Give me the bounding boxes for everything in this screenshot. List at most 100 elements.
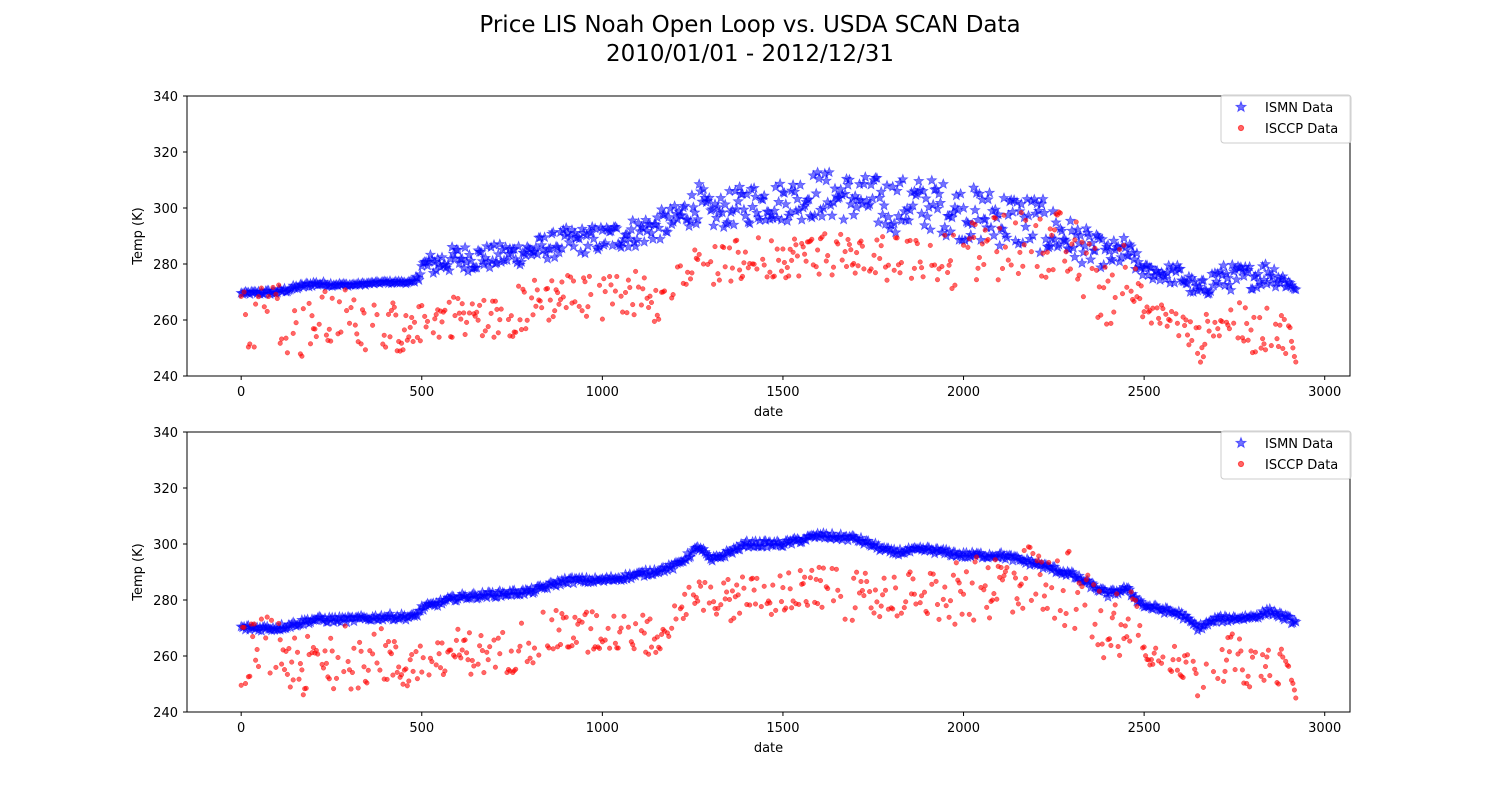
isccp-point — [822, 231, 828, 237]
isccp-point — [1160, 306, 1166, 312]
isccp-point — [1095, 642, 1101, 648]
isccp-point — [263, 635, 269, 641]
isccp-point — [882, 587, 889, 593]
isccp-point — [241, 289, 247, 295]
isccp-point — [370, 322, 376, 328]
isccp-point — [585, 649, 591, 655]
isccp-point — [641, 275, 647, 281]
isccp-point — [945, 269, 951, 276]
ismn-point — [808, 209, 821, 221]
isccp-point — [1052, 227, 1058, 233]
isccp-point — [960, 591, 967, 597]
isccp-point — [1219, 647, 1225, 653]
isccp-point — [557, 641, 564, 648]
isccp-point — [1124, 634, 1130, 640]
isccp-point — [299, 667, 305, 673]
ismn-point — [1076, 257, 1088, 269]
isccp-point — [547, 297, 553, 303]
isccp-point — [739, 273, 746, 279]
isccp-point — [1111, 309, 1117, 315]
ismn-point — [424, 248, 437, 260]
isccp-point — [523, 326, 529, 332]
isccp-point — [1291, 687, 1297, 693]
isccp-point — [1137, 623, 1143, 629]
y-tick-label: 260 — [153, 314, 178, 329]
isccp-point — [825, 253, 831, 259]
isccp-point — [1034, 263, 1040, 270]
ismn-point — [733, 180, 746, 192]
isccp-point — [713, 611, 720, 617]
isccp-point — [986, 615, 993, 621]
isccp-point — [407, 657, 413, 663]
isccp-point — [1251, 314, 1257, 320]
isccp-point — [692, 247, 698, 253]
isccp-point — [1222, 668, 1228, 674]
isccp-point — [423, 324, 429, 330]
ismn-point — [1267, 270, 1279, 282]
isccp-point — [1221, 678, 1227, 684]
ismn-point — [912, 175, 925, 187]
isccp-point — [1109, 272, 1115, 278]
isccp-point — [820, 565, 826, 571]
isccp-point — [1140, 314, 1146, 320]
isccp-point — [855, 263, 861, 269]
isccp-point — [403, 666, 409, 672]
isccp-point — [989, 597, 995, 603]
isccp-point — [254, 646, 260, 653]
isccp-point — [966, 611, 972, 617]
isccp-point — [448, 647, 454, 653]
isccp-point — [1200, 684, 1206, 690]
isccp-point — [630, 302, 636, 308]
x-tick-label: 2500 — [1128, 385, 1161, 400]
ismn-point — [413, 274, 425, 286]
legend-star-icon — [1234, 100, 1248, 113]
isccp-point — [742, 249, 748, 255]
isccp-point — [825, 585, 831, 592]
ismn-point — [661, 226, 674, 238]
ismn-point — [1132, 256, 1145, 268]
isccp-point — [1079, 584, 1085, 590]
isccp-point — [1210, 669, 1217, 675]
ismn-point — [515, 256, 528, 267]
isccp-point — [1072, 625, 1078, 631]
isccp-point — [627, 284, 633, 291]
isccp-point — [556, 627, 562, 633]
isccp-point — [419, 669, 425, 675]
isccp-point — [439, 640, 445, 646]
y-tick-label: 340 — [153, 426, 178, 441]
plot-marks — [235, 166, 1302, 365]
isccp-point — [751, 587, 757, 593]
isccp-point — [1043, 582, 1049, 588]
isccp-point — [933, 578, 939, 584]
ismn-point — [881, 179, 893, 191]
isccp-point — [361, 664, 367, 670]
isccp-point — [1265, 647, 1271, 653]
isccp-point — [789, 257, 795, 263]
isccp-point — [385, 311, 392, 317]
isccp-point — [1005, 257, 1011, 263]
isccp-point — [469, 657, 475, 664]
ismn-point — [973, 187, 986, 199]
isccp-point — [734, 582, 740, 588]
isccp-point — [973, 277, 980, 283]
ismn-point — [627, 214, 639, 226]
isccp-point — [312, 326, 318, 332]
isccp-point — [426, 672, 432, 678]
isccp-point — [737, 267, 743, 273]
isccp-point — [1199, 345, 1205, 351]
isccp-point — [927, 242, 933, 248]
ismn-point — [748, 182, 760, 194]
ismn-point — [875, 185, 887, 197]
y-tick-label: 300 — [153, 538, 178, 553]
ismn-point — [1038, 206, 1051, 218]
ismn-point — [731, 203, 743, 215]
isccp-point — [563, 614, 569, 620]
isccp-point — [546, 317, 552, 323]
isccp-point — [1079, 239, 1085, 245]
isccp-point — [1128, 589, 1134, 595]
isccp-point — [1169, 308, 1175, 315]
ismn-point — [1096, 233, 1109, 245]
isccp-point — [469, 301, 475, 307]
isccp-point — [942, 232, 948, 238]
isccp-point — [1106, 636, 1113, 642]
